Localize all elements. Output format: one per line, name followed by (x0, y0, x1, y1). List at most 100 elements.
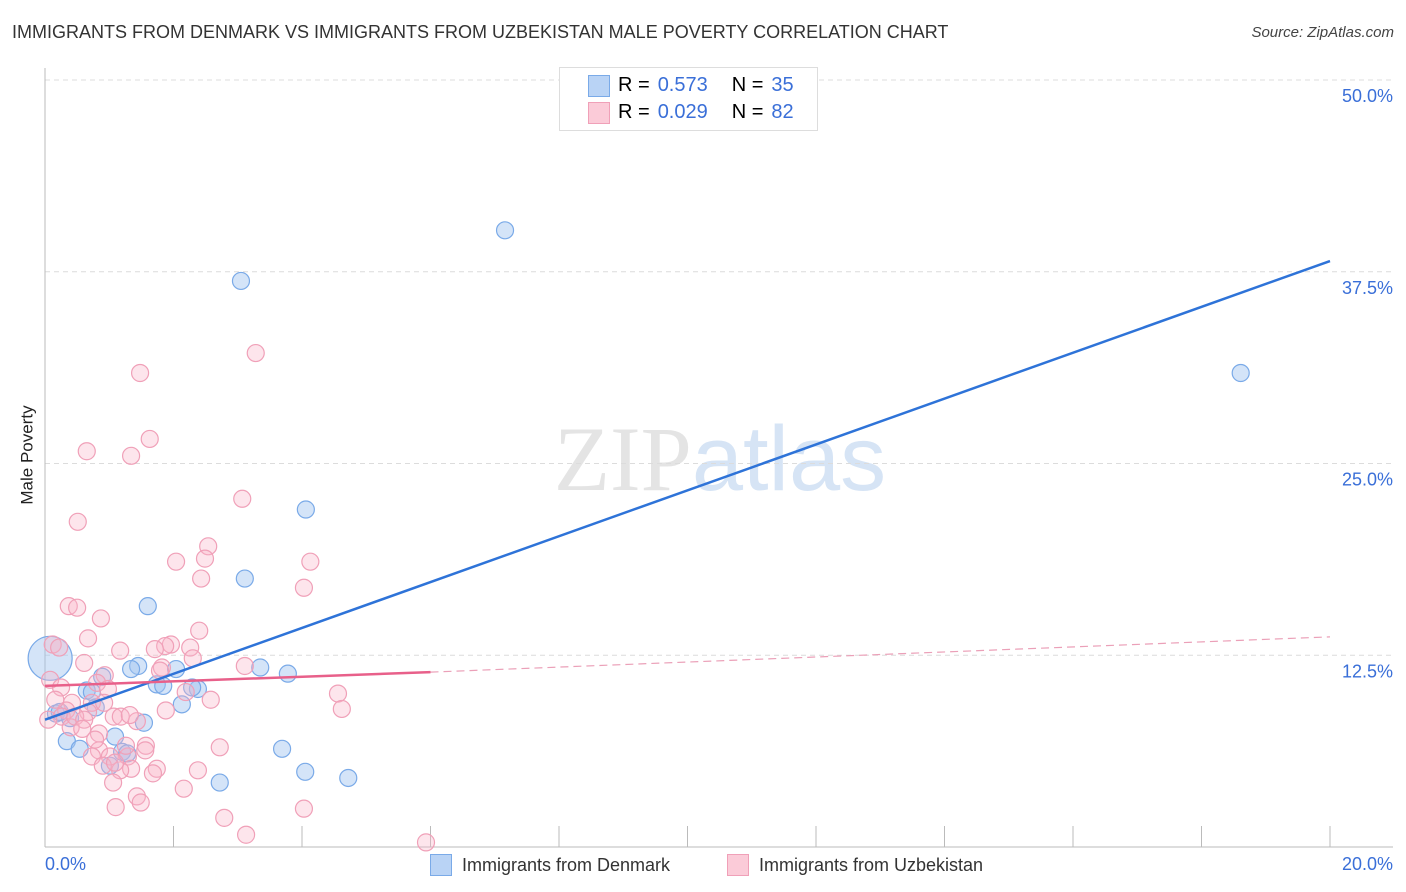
denmark-trend-line (44, 259, 1331, 721)
uzbekistan-point (73, 719, 92, 738)
y-tick-label: 12.5% (1342, 661, 1393, 681)
watermark: ZIPatlas (554, 408, 886, 510)
uzbekistan-point (91, 609, 110, 628)
denmark-swatch (430, 854, 452, 876)
uzbekistan-point (136, 741, 155, 760)
uzbekistan-point (89, 741, 109, 760)
uzbekistan-point (78, 629, 98, 648)
uzbekistan-point (176, 682, 195, 702)
uzbekistan-point (75, 653, 94, 673)
legend-row-uzbekistan: R = 0.029 N = 82 (588, 101, 794, 124)
uzbekistan-point (61, 718, 80, 737)
bottom-legend-denmark: Immigrants from Denmark (430, 854, 670, 876)
uzbekistan-point (233, 489, 252, 508)
uzbekistan-point (140, 429, 159, 449)
uzbekistan-point (195, 549, 215, 568)
x-tick-label: 20.0% (1342, 854, 1393, 874)
denmark-point (296, 500, 315, 519)
source-label: Source: ZipAtlas.com (1251, 24, 1394, 41)
uzbekistan-point (416, 833, 436, 852)
uzbekistan-point (332, 699, 351, 719)
uzbekistan-point (111, 641, 130, 660)
uzbekistan-point (46, 690, 65, 709)
uzbekistan-point (130, 363, 150, 383)
y-tick-label: 37.5% (1342, 278, 1393, 298)
uzbekistan-point (156, 636, 175, 656)
n-label: N = (731, 74, 764, 96)
y-axis-label: Male Poverty (17, 405, 37, 505)
uzbekistan-point (328, 684, 348, 703)
uzbekistan-point (106, 798, 125, 817)
uzbekistan-point (192, 569, 211, 588)
uzbekistan-point (121, 446, 141, 465)
denmark-point (296, 762, 315, 781)
uzbekistan-point (294, 578, 314, 597)
uzbekistan-point (235, 656, 254, 676)
denmark-point (138, 597, 157, 616)
n-value: 82 (771, 101, 794, 123)
uzbekistan-point (68, 598, 87, 617)
n-value: 35 (771, 74, 794, 96)
uzbekistan-point (131, 793, 150, 812)
denmark-point (134, 713, 154, 732)
y-tick-label: 25.0% (1342, 470, 1393, 490)
denmark-swatch (588, 74, 610, 97)
denmark-point (339, 768, 358, 788)
uzbekistan-point (116, 736, 136, 755)
r-value: 0.029 (657, 101, 708, 123)
uzbekistan-point (77, 442, 96, 461)
uzbekistan-point (105, 753, 125, 772)
uzbekistan-point (127, 712, 146, 731)
uzbekistan-swatch (588, 101, 610, 124)
denmark-point (210, 773, 229, 792)
denmark-point (183, 678, 202, 697)
denmark-point (251, 658, 270, 677)
uzbekistan-point (188, 761, 208, 780)
uzbekistan-point (86, 730, 105, 749)
uzbekistan-point (68, 512, 87, 531)
uzbekistan-point (174, 779, 193, 798)
uzbekistan-point (145, 640, 164, 659)
uzbekistan-point (136, 736, 155, 755)
uzbekistan-point (210, 738, 229, 757)
uzbekistan-point (201, 690, 220, 709)
denmark-point (231, 271, 251, 291)
r-value: 0.573 (657, 74, 708, 96)
uzbekistan-point (104, 773, 123, 792)
denmark-point (495, 221, 515, 240)
uzbekistan-point (181, 638, 200, 657)
uzbekistan-point (104, 707, 123, 726)
n-label: N = (731, 101, 764, 123)
uzbekistan-trend-line (44, 670, 431, 688)
uzbekistan-point (166, 552, 186, 571)
bottom-legend-uzbekistan: Immigrants from Uzbekistan (727, 854, 983, 876)
uzbekistan-point (301, 552, 320, 571)
uzbekistan-point (143, 764, 163, 783)
x-tick-label: 0.0% (45, 854, 86, 874)
uzbekistan-point (294, 799, 314, 818)
uzbekistan-swatch (727, 854, 749, 876)
legend: R = 0.573 N = 35 R = 0.029 N = 82 (559, 67, 818, 131)
denmark-point (278, 664, 297, 683)
denmark-point (1231, 363, 1250, 383)
legend-row-denmark: R = 0.573 N = 35 (588, 74, 794, 97)
uzbekistan-point (237, 825, 256, 844)
uzbekistan-point (152, 658, 172, 677)
series-label: Immigrants from Denmark (462, 854, 671, 875)
r-label: R = (618, 101, 650, 123)
denmark-point (121, 659, 141, 679)
uzbekistan-point (50, 638, 69, 657)
uzbekistan-point (246, 343, 265, 363)
series-label: Immigrants from Uzbekistan (759, 854, 984, 875)
uzbekistan-point (120, 705, 139, 725)
denmark-point (235, 569, 254, 588)
uzbekistan-trend-extension (430, 636, 1331, 673)
y-tick-label: 50.0% (1342, 86, 1393, 106)
chart-title: IMMIGRANTS FROM DENMARK VS IMMIGRANTS FR… (12, 22, 949, 42)
uzbekistan-point (156, 701, 175, 720)
denmark-point (272, 739, 292, 758)
uzbekistan-point (215, 808, 234, 827)
uzbekistan-point (190, 621, 209, 640)
